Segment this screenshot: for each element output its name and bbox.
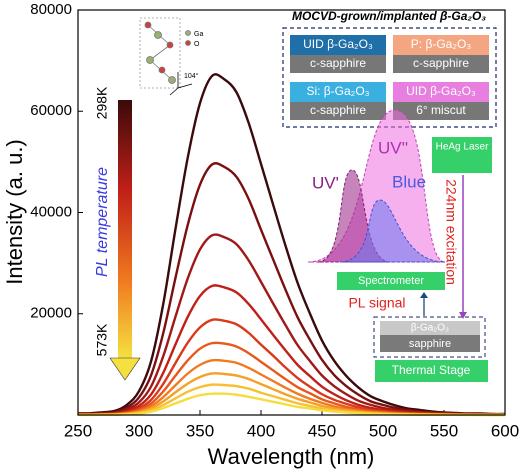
y-tick-label: 80000 (30, 1, 72, 18)
inset-title: MOCVD-grown/implanted β-Ga₂O₃ (292, 9, 486, 23)
sample-layer-label: UID β-Ga₂O₃ (406, 84, 476, 98)
y-axis-label: Intensity (a. u.) (2, 139, 27, 285)
substrate-box (380, 335, 480, 352)
temperature-arrow (118, 100, 132, 358)
sample-substrate (393, 102, 489, 120)
sample-substrate (290, 55, 386, 73)
axes-frame (77, 9, 506, 416)
substrate-label: sapphire (409, 338, 451, 350)
sample-substrate-label: c-sapphire (310, 103, 366, 117)
x-tick-label: 250 (64, 421, 92, 440)
crystal-structure (139, 17, 193, 96)
temp-low: 573K (94, 323, 110, 356)
sample-layer-label: Si: β-Ga₂O₃ (306, 84, 369, 98)
angle-label: 104° (184, 72, 199, 80)
temp-high: 298K (94, 86, 110, 119)
atom-label: Ga (194, 31, 203, 38)
y-tick-label: 60000 (30, 102, 72, 119)
stage-label: Thermal Stage (392, 363, 471, 377)
sample-layer (290, 35, 386, 55)
sample-layer-label: UID β-Ga₂O₃ (303, 37, 373, 51)
sample-substrate-label: 6° miscut (416, 103, 466, 117)
peak-label: UV'' (378, 138, 408, 157)
temp-label: PL temperature (94, 167, 111, 277)
layer-box (380, 321, 480, 335)
spectrometer-box (337, 272, 445, 290)
arrow-head (459, 312, 467, 319)
sample-frame (373, 316, 486, 358)
arrow-head (109, 357, 141, 381)
sample-layer-label: P: β-Ga₂O₃ (411, 37, 472, 51)
sample-grid: UID β-Ga₂O₃ c-sapphire P: β-Ga₂O₃ c-sapphir… (290, 35, 489, 120)
y-tick-label: 20000 (30, 305, 72, 322)
atom-label: O (194, 41, 200, 48)
sample-substrate-label: c-sapphire (310, 56, 366, 70)
stage-box (375, 360, 488, 382)
inset-frame (282, 27, 497, 128)
excitation-label: 224nm excitation (443, 179, 459, 285)
x-tick-label: 500 (369, 421, 397, 440)
signal-label: PL signal (348, 295, 405, 311)
sample-substrate-label: c-sapphire (413, 56, 469, 70)
laser-label: HeAg Laser (436, 142, 489, 153)
spectrometer-label: Spectrometer (358, 275, 424, 287)
sample-substrate (290, 102, 386, 120)
peak-label: UV' (312, 173, 339, 192)
layer-label: β-Ga₂O₃ (411, 323, 449, 334)
sample-layer (290, 82, 386, 102)
x-tick-label: 550 (430, 421, 458, 440)
x-tick-label: 300 (125, 421, 153, 440)
x-tick-label: 450 (308, 421, 336, 440)
x-axis-label: Wavelength (nm) (208, 444, 375, 469)
sample-layer (393, 35, 489, 55)
x-tick-label: 350 (186, 421, 214, 440)
sample-layer (393, 82, 489, 102)
arrow-head (420, 292, 428, 298)
sample-substrate (393, 55, 489, 73)
peak-label: Blue (392, 172, 426, 191)
x-tick-label: 400 (247, 421, 275, 440)
peak-sketch (307, 109, 446, 263)
y-tick-label: 40000 (30, 203, 72, 220)
laser-box (432, 137, 492, 173)
x-tick-label: 600 (491, 421, 519, 440)
